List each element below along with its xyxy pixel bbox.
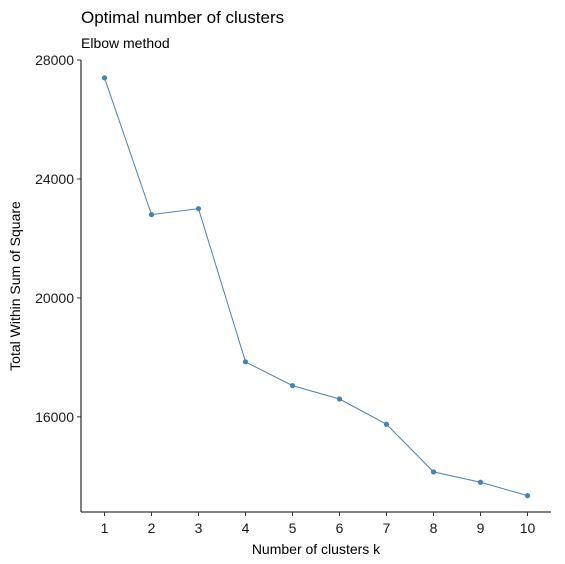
chart-title: Optimal number of clusters: [81, 8, 284, 27]
x-axis-title: Number of clusters k: [252, 541, 381, 557]
x-tick-label: 1: [101, 520, 109, 536]
data-point: [336, 396, 343, 402]
x-tick-label: 5: [289, 520, 297, 536]
x-tick-label: 9: [477, 520, 485, 536]
data-point: [477, 479, 484, 485]
series-line: [104, 77, 528, 497]
x-tick-label: 3: [195, 520, 203, 536]
y-tick-label: 24000: [35, 171, 74, 187]
x-tick-label: 4: [242, 520, 250, 536]
data-point: [101, 75, 108, 81]
y-tick-label: 28000: [35, 52, 74, 68]
data-point: [195, 206, 202, 212]
x-tick-label: 7: [383, 520, 391, 536]
y-axis-title: Total Within Sum of Square: [7, 201, 23, 371]
data-point: [524, 493, 531, 499]
y-tick-label: 20000: [35, 290, 74, 306]
data-point: [383, 421, 390, 427]
data-point: [289, 383, 296, 389]
x-tick-label: 8: [430, 520, 438, 536]
series-line-group: [101, 75, 531, 499]
y-axis-ticks: 16000 20000 24000 28000: [35, 52, 81, 425]
x-tick-label: 2: [148, 520, 156, 536]
x-tick-label: 10: [520, 520, 536, 536]
data-point: [430, 469, 437, 475]
data-point: [148, 212, 155, 218]
data-point: [242, 359, 249, 365]
x-tick-label: 6: [336, 520, 344, 536]
y-tick-label: 16000: [35, 409, 74, 425]
x-axis-ticks: 1 2 3 4 5 6 7 8 9 10: [101, 512, 536, 536]
chart-subtitle: Elbow method: [81, 35, 170, 51]
